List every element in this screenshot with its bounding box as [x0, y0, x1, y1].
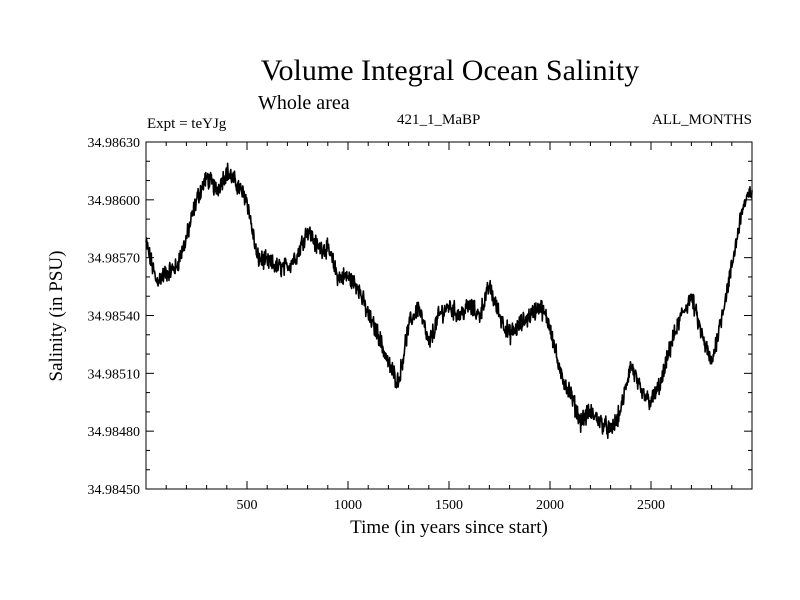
- y-tick-label: 34.98600: [88, 194, 141, 209]
- y-tick-label: 34.98510: [88, 367, 141, 382]
- chart-subtitle: Whole area: [258, 92, 350, 114]
- y-tick-label: 34.98540: [88, 310, 141, 325]
- x-tick-label: 1000: [334, 498, 362, 513]
- run-id-label: 421_1_MaBP: [397, 112, 481, 128]
- y-tick-label: 34.98570: [88, 252, 141, 267]
- axis-ticks: [146, 141, 752, 490]
- salinity-series-line: [145, 162, 753, 439]
- x-tick-label: 2500: [637, 498, 665, 513]
- x-tick-label: 500: [237, 498, 258, 513]
- axis-tick-labels: 500 1000 1500 2000 2500 34.98450 34.98480 34.98…: [88, 136, 666, 513]
- experiment-label: Expt = teYJg: [147, 116, 227, 132]
- y-tick-label: 34.98630: [88, 136, 141, 151]
- x-tick-label: 1500: [435, 498, 463, 513]
- y-tick-label: 34.98480: [88, 425, 141, 440]
- chart-title: Volume Integral Ocean Salinity: [260, 54, 640, 87]
- x-axis-label: Time (in years since start): [350, 517, 548, 538]
- y-tick-label: 34.98450: [88, 483, 141, 498]
- x-tick-label: 2000: [536, 498, 564, 513]
- period-label: ALL_MONTHS: [652, 112, 752, 128]
- y-axis-label: Salinity (in PSU): [46, 251, 67, 382]
